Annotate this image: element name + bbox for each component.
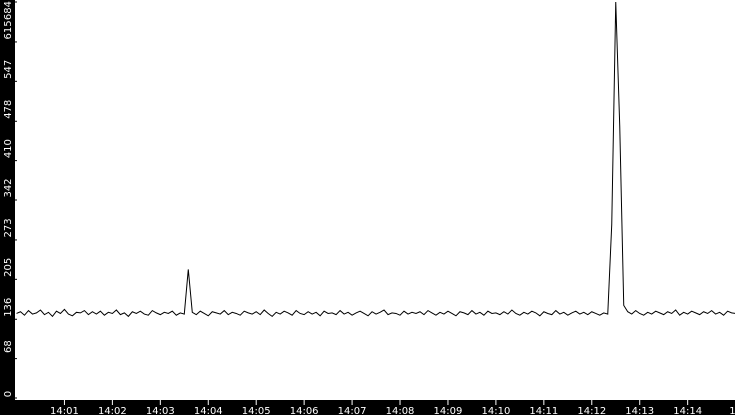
x-tick-label: 14:12 [577, 406, 606, 415]
y-tick-label: 547 [3, 60, 14, 79]
y-tick-label: 136 [3, 298, 14, 317]
y-tick-label: 68 [3, 340, 14, 353]
x-tick-label: 14:11 [529, 406, 558, 415]
y-tick-label: 205 [3, 258, 14, 277]
y-tick-label: 342 [3, 178, 14, 197]
y-tick-label: 478 [3, 100, 14, 119]
x-tick-label: 14:01 [50, 406, 79, 415]
x-tick-label: 14 [729, 406, 735, 415]
x-tick-label: 14:09 [434, 406, 463, 415]
x-tick-label: 14:06 [290, 406, 319, 415]
x-tick-label: 14:03 [146, 406, 175, 415]
x-tick-label: 14:07 [338, 406, 367, 415]
x-axis: 14:01 14:02 14:03 14:04 14:05 14:06 14:07 14:08… [50, 399, 735, 415]
x-tick-label: 14:14 [673, 406, 702, 415]
y-tick-label: 410 [3, 139, 14, 158]
x-tick-label: 14:10 [481, 406, 510, 415]
plot-area [15, 0, 735, 400]
x-tick-label: 14:13 [625, 406, 654, 415]
x-tick-label: 14:08 [386, 406, 415, 415]
x-tick-label: 14:05 [242, 406, 271, 415]
series-line [16, 1, 735, 318]
y-tick-label: 0 [3, 391, 14, 397]
y-tick-label: 273 [3, 218, 14, 237]
y-tick-label: 615 [3, 20, 14, 39]
x-tick-label: 14:04 [194, 406, 223, 415]
y-tick-label: 684 [3, 1, 14, 20]
x-tick-label: 14:02 [98, 406, 127, 415]
